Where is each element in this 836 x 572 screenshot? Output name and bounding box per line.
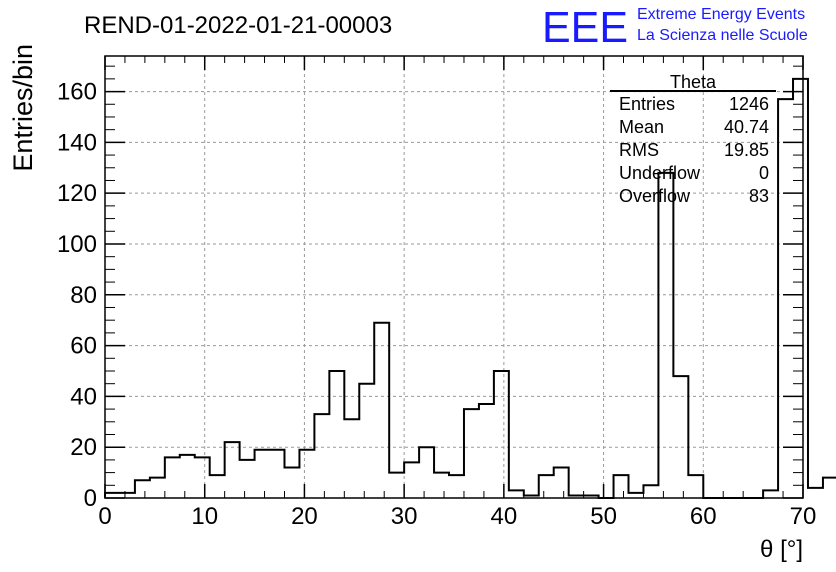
stats-value: 83 [749, 186, 769, 206]
x-tick-label: 30 [391, 503, 418, 530]
stats-value: 40.74 [724, 117, 769, 137]
stats-value: 19.85 [724, 140, 769, 160]
grid-lines [105, 56, 803, 498]
stats-rows: Entries 1246 Mean 40.74 RMS 19.85 Underflow 0 Ov… [619, 94, 769, 206]
x-tick-label: 50 [590, 503, 617, 530]
stats-value: 1246 [729, 94, 769, 114]
y-tick-label: 120 [57, 180, 97, 207]
logo-line-1: Extreme Energy Events [637, 6, 805, 23]
x-tick-label: 60 [690, 503, 717, 530]
logo-line-2: La Scienza nelle Scuole [637, 27, 808, 44]
y-axis-label: Entries/bin [8, 44, 38, 172]
eee-logo: EEE Extreme Energy Events La Scienza nel… [542, 3, 808, 52]
stats-value: 0 [759, 163, 769, 183]
y-tick-label: 20 [70, 434, 97, 461]
x-tick-label: 0 [98, 503, 111, 530]
axes [104, 55, 804, 499]
y-tick-label: 60 [70, 333, 97, 360]
stats-label: Mean [619, 117, 664, 137]
y-tick-label: 0 [84, 485, 97, 512]
y-tick-label: 80 [70, 282, 97, 309]
x-tick-label: 20 [291, 503, 318, 530]
stats-label: Underflow [619, 163, 701, 183]
x-tick-label: 40 [491, 503, 518, 530]
y-axis-ticks: 0 20 40 60 80 100 120 140 160 [57, 65, 803, 512]
y-tick-label: 40 [70, 383, 97, 410]
stats-box: Theta Entries 1246 Mean 40.74 RMS 19.85 Underf… [610, 72, 776, 206]
stats-label: RMS [619, 140, 659, 160]
stats-title: Theta [670, 72, 717, 92]
x-tick-label: 10 [191, 503, 218, 530]
y-tick-label: 160 [57, 79, 97, 106]
x-axis-ticks: 0 10 20 30 40 50 60 70 [98, 56, 816, 530]
y-tick-label: 140 [57, 129, 97, 156]
stats-label: Overflow [619, 186, 691, 206]
plot-frame [104, 55, 804, 499]
logo-mark: EEE [542, 3, 628, 52]
x-tick-label: 70 [790, 503, 817, 530]
y-tick-label: 100 [57, 231, 97, 258]
stats-label: Entries [619, 94, 675, 114]
x-axis-label: θ [°] [760, 536, 803, 563]
chart-title: REND-01-2022-01-21-00003 [84, 12, 392, 39]
